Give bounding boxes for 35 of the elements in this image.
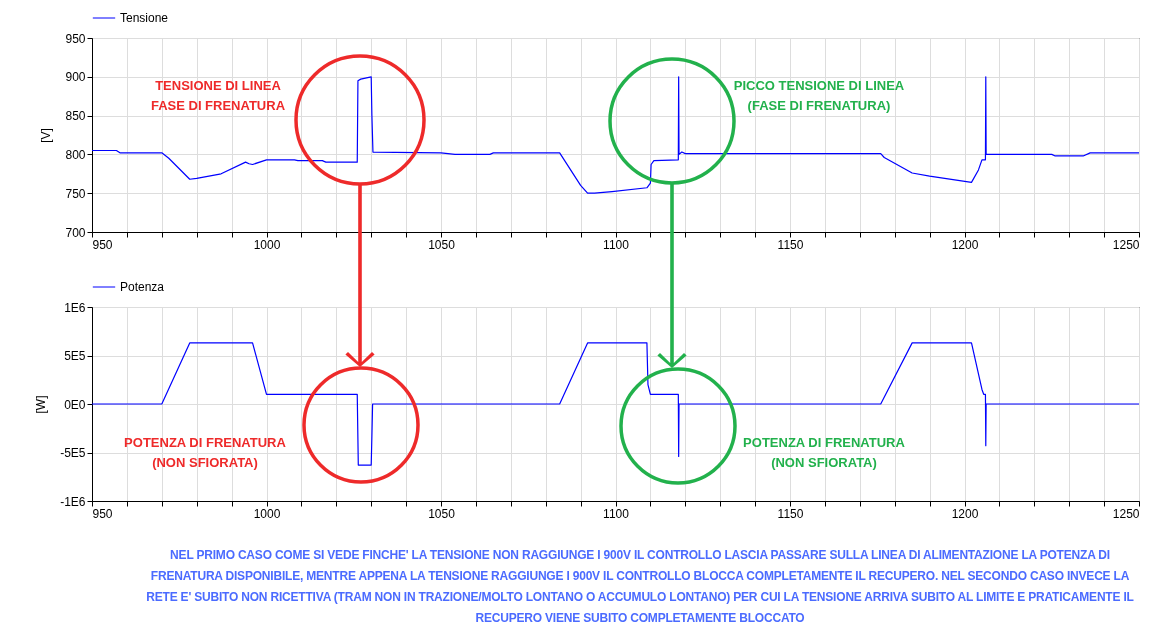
- y-tick-label: 700: [65, 225, 86, 240]
- x-tick-label: 1000: [253, 506, 281, 521]
- x-tick-label: 1050: [428, 237, 456, 252]
- x-tick-label: 1050: [428, 506, 456, 521]
- x-tick-label: 950: [92, 237, 113, 252]
- y-tick-label: 0E0: [64, 397, 86, 412]
- y-tick-label: 850: [65, 109, 86, 124]
- x-tick-label: 1200: [951, 506, 979, 521]
- x-tick-label: 1250: [1112, 237, 1140, 252]
- x-tick-label: 950: [92, 506, 113, 521]
- text: NEL PRIMO CASO COME SI VEDE FINCHE' LA TENSIONE NON RAGGIUNGE I 900V IL CONTROLLO LASCIA PASSARE SULLA LINEA DI ALIMENTAZIONE LA POTENZA DI FRENATURA DISPONIBILE, MENTRE APPENA LA TENSIONE RAGGIUNGE I 900V IL CONTROLLO BLOCCA COMPLETAMENTE IL RECUPERO. NEL SECONDO CASO INVECE LA RETE E' SUBITO NON RICETTIVA (TRAM NON IN TRAZIONE/MOLTO LONTANO O ACCUMULO LONTANO) PER CUI LA TENSIONE ARRIVA SUBITO AL LIMITE E PRATICAMENTE IL RECUPERO VIENE SUBITO COMPLETAMENTE BLOCCATO: [145, 547, 1135, 627]
- x-tick-label: 1250: [1112, 506, 1140, 521]
- y-tick-label: 800: [65, 147, 86, 162]
- y-tick-label: -5E5: [60, 446, 86, 460]
- annotation: TENSIONE DI LINEA FASE DI FRENATURA: [150, 78, 286, 113]
- y-tick-label: 950: [65, 31, 86, 46]
- y-axis-title: [W]: [34, 395, 49, 414]
- y-tick-label: 750: [65, 186, 86, 201]
- y-axis-title: [V]: [39, 128, 54, 143]
- annotation: POTENZA DI FRENATURA (NON SFIORATA): [124, 435, 287, 470]
- x-tick-label: 1150: [777, 237, 804, 252]
- x-tick-label: 1100: [603, 237, 630, 252]
- y-tick-label: 5E5: [64, 349, 86, 363]
- x-tick-label: 1150: [777, 506, 804, 521]
- legend-label: Tensione: [120, 11, 169, 25]
- legend-label: Potenza: [120, 280, 165, 294]
- x-tick-label: 1100: [603, 506, 630, 521]
- annotation: POTENZA DI FRENATURA (NON SFIORATA): [743, 435, 906, 470]
- y-tick-label: -1E6: [60, 494, 86, 509]
- line-series: [92, 76, 1139, 194]
- y-tick-label: 1E6: [64, 300, 86, 315]
- x-tick-label: 1000: [253, 237, 281, 252]
- x-tick-label: 1200: [951, 237, 979, 252]
- annotation: PICCO TENSIONE DI LINEA (FASE DI FRENATURA): [733, 78, 905, 113]
- y-tick-label: 900: [65, 70, 86, 85]
